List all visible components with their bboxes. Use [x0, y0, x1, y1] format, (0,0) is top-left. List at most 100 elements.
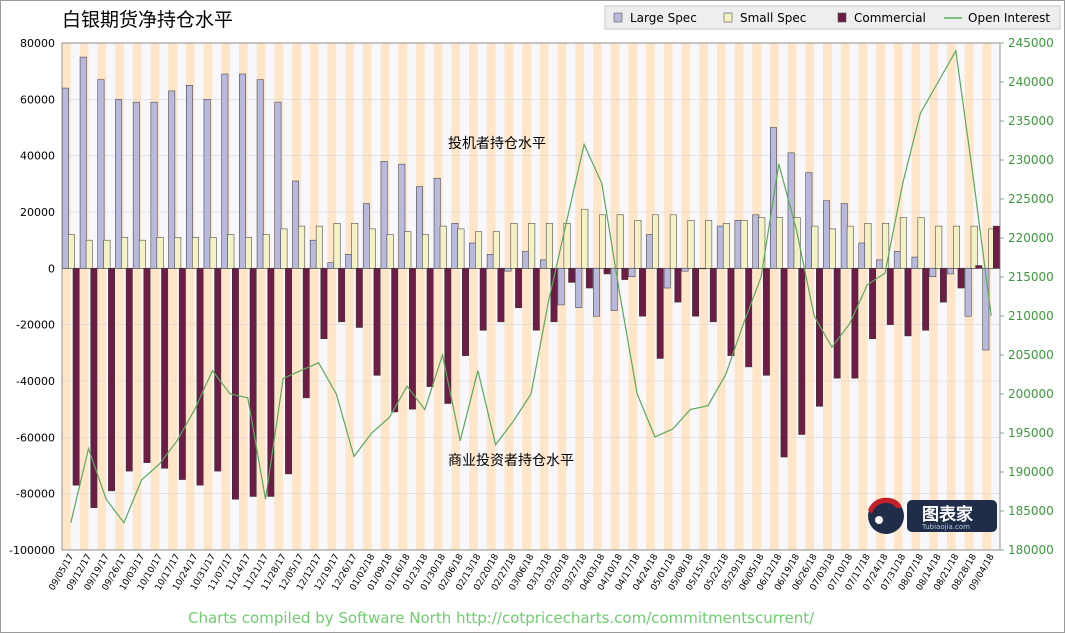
commercial-bar: [922, 268, 930, 331]
band-a: [132, 43, 142, 550]
large-spec-bar: [858, 242, 866, 269]
left-tick-label: -60000: [16, 431, 55, 444]
commercial-bar: [497, 268, 505, 323]
commercial-bar: [320, 268, 328, 340]
right-tick-label: 215000: [1008, 270, 1054, 284]
large-spec-bar: [663, 268, 671, 289]
logo-badge: [907, 500, 997, 532]
commercial-bar: [391, 268, 399, 413]
commercial-bar: [249, 268, 257, 497]
band-a: [681, 43, 691, 550]
left-tick-label: 40000: [20, 150, 55, 163]
large-spec-bar: [79, 56, 87, 269]
small-spec-bar: [829, 228, 837, 269]
band-a: [274, 43, 284, 550]
commercial-bar: [515, 268, 523, 309]
small-spec-bar: [68, 234, 75, 269]
left-tick-label: 0: [48, 262, 55, 275]
large-spec-bar: [115, 99, 123, 269]
small-spec-bar: [864, 223, 872, 269]
commercial-bar: [851, 268, 859, 379]
small-spec-bar: [882, 223, 890, 269]
commercial-bar: [957, 268, 965, 289]
band-a: [734, 43, 744, 550]
large-spec-bar: [416, 186, 423, 269]
commercial-bar: [886, 268, 894, 325]
right-tick-label: 190000: [1008, 465, 1054, 479]
legend-swatch-small-spec: [723, 12, 733, 23]
large-spec-bar: [716, 225, 724, 269]
large-spec-bar: [947, 268, 954, 275]
commercial-bar: [798, 268, 806, 435]
commercial-bar: [125, 268, 133, 472]
small-spec-bar: [475, 231, 483, 269]
large-spec-bar: [752, 214, 760, 269]
band-a: [203, 43, 213, 550]
band-b: [973, 43, 983, 550]
left-tick-label: 60000: [20, 93, 55, 106]
band-b: [991, 43, 1000, 550]
commercial-bar: [355, 268, 363, 328]
small-spec-bar: [156, 237, 164, 269]
commercial-bar: [90, 268, 98, 509]
right-tick-label: 180000: [1008, 543, 1054, 557]
chart-title: 白银期货净持仓水平: [62, 9, 233, 31]
large-spec-bar: [380, 161, 388, 269]
commercial-bar: [196, 268, 204, 486]
large-spec-bar: [292, 180, 300, 269]
right-tick-label: 225000: [1008, 192, 1054, 206]
large-spec-bar: [97, 79, 105, 269]
small-spec-bar: [192, 237, 199, 269]
small-spec-bar: [563, 223, 571, 269]
band-a: [221, 43, 231, 550]
small-spec-bar: [846, 225, 854, 269]
band-a: [62, 43, 71, 550]
right-axis: 245000 240000 235000 230000 225000 220000 2150…: [1000, 36, 1054, 557]
small-spec-bar: [776, 217, 783, 269]
small-spec-bar: [758, 217, 766, 269]
band-a: [185, 43, 195, 550]
large-spec-bar: [646, 234, 654, 269]
large-spec-bar: [557, 268, 565, 306]
large-spec-bar: [469, 242, 477, 269]
right-tick-label: 230000: [1008, 153, 1054, 167]
band-a: [858, 43, 868, 550]
large-spec-bar: [239, 73, 246, 269]
band-a: [451, 43, 461, 550]
small-spec-bar: [811, 225, 819, 269]
commercial-bar: [373, 268, 381, 376]
large-spec-bar: [840, 203, 848, 269]
large-spec-bar: [132, 101, 140, 269]
small-spec-bar: [634, 220, 642, 269]
commercial-bar: [267, 268, 275, 497]
band-a: [292, 43, 301, 550]
large-spec-bar: [593, 268, 600, 317]
small-spec-bar: [333, 223, 341, 269]
commercial-bar: [621, 268, 629, 280]
commercial-bar: [745, 268, 753, 368]
commercial-bar: [568, 268, 576, 283]
large-spec-bar: [522, 251, 530, 269]
small-spec-bar: [652, 214, 660, 269]
large-spec-bar: [203, 99, 211, 269]
commercial-bar: [993, 225, 1000, 269]
large-spec-bar: [539, 259, 547, 269]
band-a: [97, 43, 107, 550]
large-spec-bar: [893, 251, 901, 269]
small-spec-bars: [68, 208, 996, 269]
commercial-bar: [975, 265, 983, 269]
band-a: [663, 43, 673, 550]
band-a: [398, 43, 408, 550]
band-a: [539, 43, 549, 550]
small-spec-bar: [457, 228, 465, 269]
large-spec-bar: [256, 79, 264, 269]
large-spec-bar: [150, 101, 158, 269]
small-spec-bar: [722, 223, 730, 269]
band-a: [911, 43, 921, 550]
small-spec-bar: [404, 231, 412, 269]
large-spec-bar: [575, 268, 583, 309]
open-interest-polyline: [70, 48, 992, 524]
commercial-bar: [656, 268, 664, 359]
band-a: [469, 43, 478, 550]
left-tick-label: -100000: [9, 544, 55, 557]
